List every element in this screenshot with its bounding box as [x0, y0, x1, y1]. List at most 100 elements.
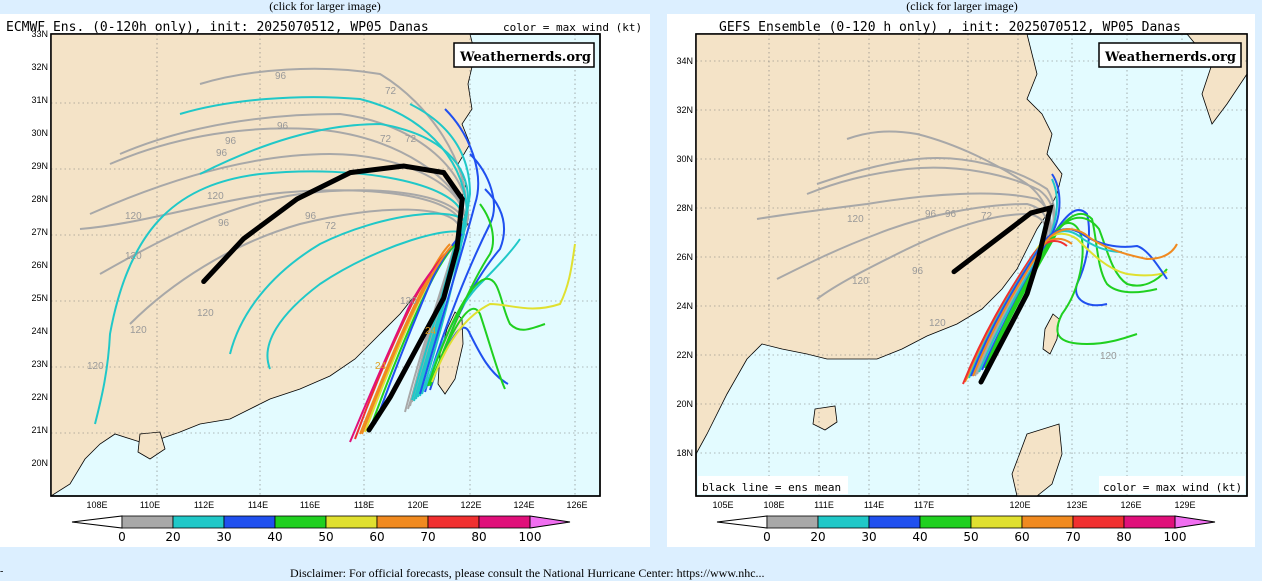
- color-note-box: [1099, 476, 1245, 494]
- legend-tick-label: 80: [1116, 530, 1131, 544]
- legend-tick-label: 80: [471, 530, 486, 544]
- legend-tick-label: 30: [216, 530, 231, 544]
- lat-label: 33N: [31, 29, 48, 39]
- hour-label: 120: [1100, 351, 1117, 362]
- hour-label: 96: [305, 211, 317, 222]
- left-brand-box: [453, 42, 595, 68]
- legend-swatch: [1021, 515, 1074, 529]
- legend-swatch: [919, 515, 972, 529]
- legend-swatch: [1123, 515, 1176, 529]
- lat-label: 20N: [676, 399, 693, 409]
- lon-label: 126E: [1120, 500, 1141, 510]
- lat-label: 24N: [31, 326, 48, 336]
- right-brand-box: [1098, 42, 1242, 68]
- hour-label: 96: [275, 71, 287, 82]
- legend-swatch: [172, 515, 225, 529]
- lat-label: 26N: [31, 260, 48, 270]
- hour-label: 96: [225, 136, 237, 147]
- lon-label: 122E: [460, 500, 481, 510]
- right-brand-label: Weathernerds.org: [1104, 50, 1236, 65]
- hour-label: 120: [125, 251, 142, 262]
- legend-tick-label: 60: [1014, 530, 1029, 544]
- ens-mean-note: black line = ens mean: [702, 481, 841, 494]
- lat-label: 22N: [676, 350, 693, 360]
- disclaimer-text: Disclaimer: For official forecasts, plea…: [290, 566, 765, 580]
- hour-label: 120: [929, 318, 946, 329]
- legend-arrow-high: [529, 515, 571, 529]
- lon-label: 112E: [194, 500, 214, 510]
- lon-label: 114E: [864, 500, 884, 510]
- lon-label: 105E: [712, 500, 733, 510]
- left-color-note: color = max wind (kt): [503, 21, 642, 34]
- legend-tick-label: 0: [763, 530, 771, 544]
- legend-swatch: [766, 515, 819, 529]
- lat-label: 27N: [31, 227, 48, 237]
- hour-label: 120: [847, 214, 864, 225]
- hour-label: 96: [925, 209, 937, 220]
- hour-label: 120: [130, 325, 147, 336]
- hour-label: 72: [405, 134, 417, 145]
- lat-label: 30N: [676, 154, 693, 164]
- lon-label: 108E: [86, 500, 107, 510]
- right-wind-legend: 0 20 30 40 50 60 70 80 100: [716, 515, 1216, 544]
- china-landmass: [696, 34, 1063, 455]
- lat-label: 22N: [31, 392, 48, 402]
- ecmwf-map-svg: 96 72 96 96 96 72 72 72 120 120 96 96 12…: [6, 20, 642, 544]
- philippines-land: [1011, 423, 1063, 496]
- legend-tick-label: 60: [369, 530, 384, 544]
- lon-label: 118E: [354, 500, 374, 510]
- legend-swatch: [274, 515, 327, 529]
- left-wind-legend: 0 20 30 40 50 60 70 80 100: [71, 515, 571, 544]
- hour-label: 120: [197, 308, 214, 319]
- lat-label: 32N: [31, 62, 48, 72]
- hour-label: 72: [380, 134, 392, 145]
- legend-swatch: [325, 515, 378, 529]
- hour-label: 96: [218, 218, 230, 229]
- right-ensemble-tracks: [756, 130, 1178, 385]
- left-brand-label: Weathernerds.org: [459, 50, 591, 65]
- lon-label: 111E: [814, 500, 834, 510]
- right-map-title: GEFS Ensemble (0-120 h only) , init: 202…: [719, 20, 1181, 35]
- left-gridlines: [51, 34, 600, 496]
- right-ensemble-mean-track: [951, 204, 1054, 385]
- legend-tick-label: 50: [318, 530, 333, 544]
- left-ensemble-mean-track: [201, 163, 465, 433]
- legend-arrow-low: [71, 515, 123, 529]
- right-map-caption[interactable]: (click for larger image): [906, 0, 1018, 13]
- lon-label: 124E: [513, 500, 534, 510]
- legend-tick-label: 40: [267, 530, 282, 544]
- legend-swatch: [478, 515, 531, 529]
- lon-label: 116E: [300, 500, 320, 510]
- legend-arrow-high: [1174, 515, 1216, 529]
- lat-label: 31N: [31, 95, 48, 105]
- lat-label: 24N: [676, 301, 693, 311]
- ecmwf-ensemble-map[interactable]: 96 72 96 96 96 72 72 72 120 120 96 96 12…: [0, 14, 650, 547]
- hour-label: 72: [325, 221, 337, 232]
- gefs-ensemble-map[interactable]: 120 96 96 72 120 96 120 120 GEFS Ensembl…: [667, 14, 1255, 547]
- legend-swatch: [376, 515, 429, 529]
- legend-swatch: [427, 515, 480, 529]
- legend-tick-label: 20: [810, 530, 825, 544]
- legend-tick-label: 100: [1164, 530, 1187, 544]
- lat-label: 21N: [31, 425, 48, 435]
- legend-tick-label: 0: [118, 530, 126, 544]
- legend-swatch: [121, 515, 174, 529]
- lat-label: 34N: [676, 56, 693, 66]
- lat-label: 29N: [31, 161, 48, 171]
- lon-label: 117E: [914, 500, 934, 510]
- lat-label: 30N: [31, 128, 48, 138]
- lon-label: 120E: [407, 500, 428, 510]
- lon-label: 126E: [566, 500, 587, 510]
- lon-label: 129E: [1174, 500, 1195, 510]
- lon-label: 110E: [140, 500, 160, 510]
- ens-mean-note-box: [698, 476, 848, 494]
- right-color-note: color = max wind (kt): [1103, 481, 1242, 494]
- lat-label: 28N: [31, 194, 48, 204]
- hour-label: 120: [852, 276, 869, 287]
- hour-label: 72: [385, 86, 397, 97]
- legend-swatch: [868, 515, 921, 529]
- left-map-caption[interactable]: (click for larger image): [269, 0, 381, 13]
- lat-label: 18N: [676, 448, 693, 458]
- lat-label: 28N: [676, 203, 693, 213]
- legend-arrow-low: [716, 515, 768, 529]
